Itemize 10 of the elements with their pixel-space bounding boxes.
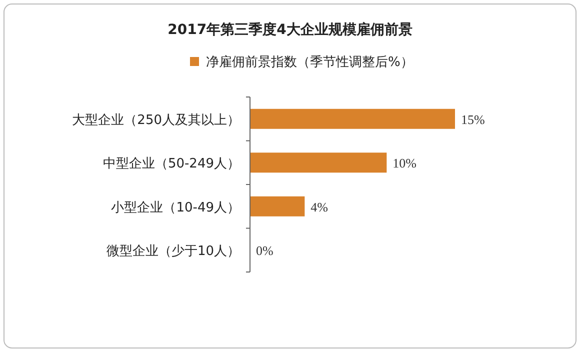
y-tick-label: 小型企业（10-49人） [111, 200, 240, 216]
data-label: 4% [310, 199, 328, 214]
legend-label: 净雇佣前景指数（季节性调整后%） [206, 54, 414, 70]
data-label: 0% [256, 243, 274, 258]
y-tick-label: 大型企业（250人及其以上） [72, 112, 240, 128]
y-tick-label: 中型企业（50-249人） [102, 156, 240, 172]
y-tick-label: 微型企业（少于10人） [106, 244, 240, 260]
data-label: 15% [461, 112, 485, 127]
chart-title: 2017年第三季度4大企业规模雇佣前景 [168, 21, 412, 38]
data-label: 10% [392, 156, 417, 171]
